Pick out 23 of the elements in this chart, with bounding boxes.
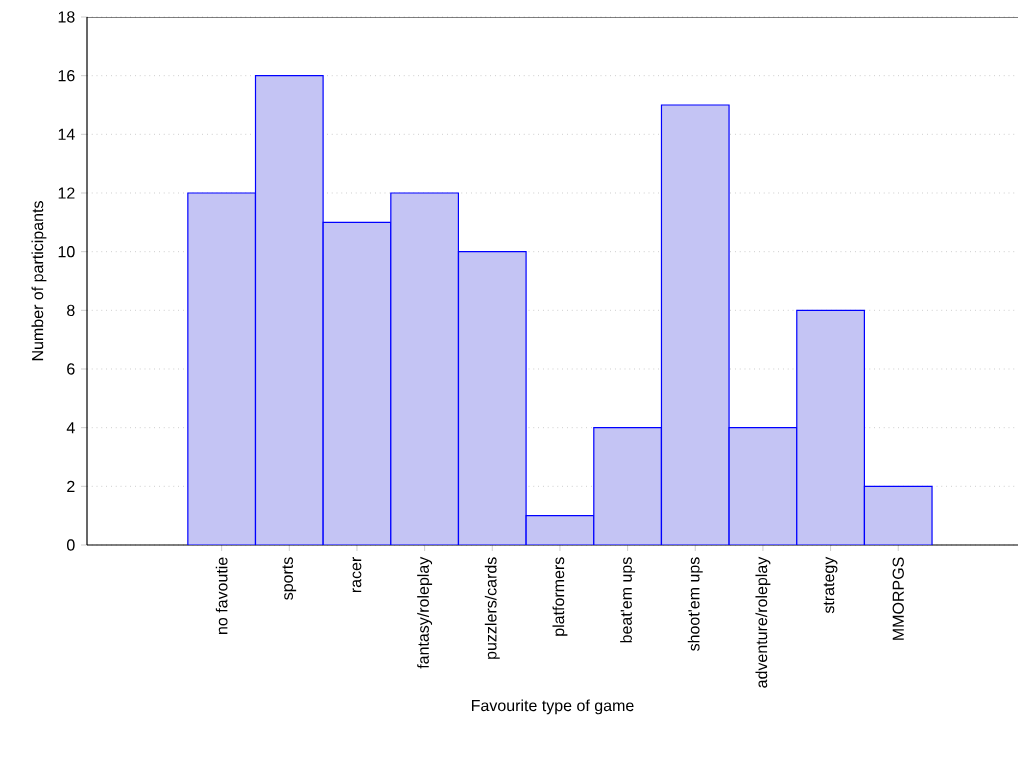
y-tick-label: 6 — [67, 363, 75, 375]
x-tick-label: no favoutie — [215, 557, 228, 634]
y-tick-label: 12 — [58, 187, 75, 199]
x-tick-label: platformers — [552, 557, 568, 636]
y-tick-label: 0 — [67, 539, 75, 551]
x-tick-label: racer — [352, 557, 362, 593]
x-tick-label: MMORPGS — [892, 557, 904, 640]
y-axis-title: Number of participants — [31, 201, 47, 361]
x-tick-label: sports — [282, 557, 297, 600]
y-tick-label: 10 — [58, 246, 75, 258]
y-tick-label: 14 — [58, 128, 75, 140]
x-tick-label: fantasy/roleplay — [417, 556, 433, 669]
x-tick-label: shoot'em ups — [687, 557, 703, 651]
x-axis-title: Favourite type of game — [472, 699, 634, 715]
x-tick-label: strategy — [823, 556, 838, 614]
x-tick-label: beat'em ups — [620, 557, 636, 643]
x-tick-label: puzzlers/cards — [484, 557, 500, 659]
y-tick-label: 16 — [58, 70, 75, 82]
y-tick-label: 18 — [58, 11, 75, 23]
y-tick-label: 4 — [66, 422, 75, 434]
y-tick-label: 2 — [67, 480, 75, 492]
x-tick-label: adventure/roleplay — [755, 556, 771, 688]
y-tick-label: 8 — [67, 304, 75, 316]
